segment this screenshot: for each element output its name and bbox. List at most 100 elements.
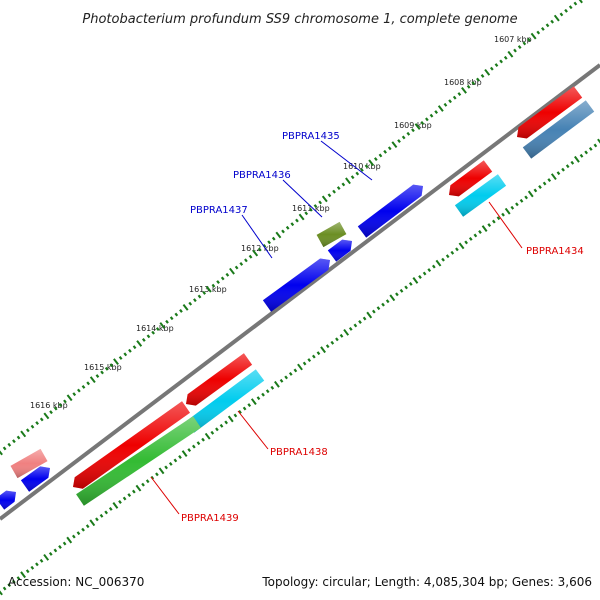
map-title: Photobacterium profundum SS9 chromosome … [82, 12, 517, 27]
minor-tick [325, 344, 330, 349]
major-tick [391, 141, 398, 149]
minor-tick [378, 153, 383, 158]
minor-tick [7, 583, 12, 588]
chromosome-backbone [0, 63, 600, 521]
minor-tick [16, 576, 21, 581]
major-tick [481, 225, 488, 232]
gene-red-1434a-shading [449, 160, 493, 197]
minor-tick [85, 524, 90, 529]
major-tick [159, 322, 166, 329]
minor-tick [533, 188, 538, 193]
kbp-label: 1609 kbp [394, 121, 432, 130]
minor-tick [285, 225, 290, 230]
minor-tick [151, 330, 155, 335]
minor-tick [455, 247, 459, 252]
minor-tick [267, 240, 271, 245]
minor-tick [339, 333, 344, 338]
minor-tick [443, 102, 448, 107]
minor-tick [457, 92, 462, 96]
minor-tick [312, 354, 316, 359]
minor-tick [81, 527, 85, 532]
gene-label-pbpra1434[interactable]: PBPRA1434 [526, 246, 584, 257]
minor-tick [262, 243, 267, 248]
minor-tick [2, 446, 7, 451]
minor-tick [568, 5, 573, 10]
major-tick [181, 450, 188, 457]
major-tick [389, 294, 396, 302]
gene-label-pbpra1439[interactable]: PBPRA1439 [181, 513, 239, 524]
minor-tick [441, 257, 445, 262]
gene-blue-1435-shading [357, 184, 423, 238]
minor-tick [271, 236, 276, 241]
kbp-label: 1614 kbp [136, 324, 174, 333]
minor-tick [201, 437, 205, 442]
gene-label-pbpra1435[interactable]: PBPRA1435 [282, 131, 340, 142]
minor-tick [53, 548, 58, 553]
minor-tick [146, 334, 151, 339]
minor-tick [452, 95, 457, 100]
minor-tick [385, 299, 390, 304]
gene-features [0, 86, 595, 510]
major-tick [458, 242, 465, 250]
minor-tick [202, 290, 207, 295]
minor-tick [288, 371, 293, 376]
minor-tick [399, 288, 404, 293]
minor-tick [173, 458, 178, 463]
minor-tick [25, 428, 30, 433]
major-tick [158, 467, 165, 475]
minor-tick [168, 461, 173, 466]
minor-tick [381, 302, 385, 307]
minor-tick [58, 403, 63, 407]
minor-tick [211, 283, 216, 288]
minor-tick [81, 384, 86, 389]
minor-tick [489, 66, 494, 71]
major-tick [412, 277, 419, 284]
minor-tick [192, 444, 196, 449]
gene-blue-left-b-shading [0, 490, 16, 510]
minor-tick [473, 233, 478, 238]
minor-tick [372, 309, 376, 314]
gene-red-top-shading [517, 86, 583, 139]
minor-tick [406, 131, 411, 136]
minor-tick [118, 500, 122, 504]
minor-tick [7, 442, 12, 447]
minor-tick [335, 337, 339, 342]
minor-tick [35, 562, 39, 567]
major-tick [435, 259, 442, 267]
major-tick [504, 207, 511, 215]
minor-tick [496, 216, 501, 221]
major-tick [0, 450, 3, 456]
minor-tick [174, 312, 179, 317]
minor-tick [492, 219, 496, 224]
minor-tick [527, 37, 531, 42]
major-tick [204, 432, 211, 440]
major-tick [461, 87, 467, 94]
major-tick [43, 412, 50, 420]
minor-tick [219, 423, 224, 428]
minor-tick [279, 378, 284, 383]
minor-tick [353, 323, 358, 328]
minor-tick [309, 207, 313, 212]
minor-tick [187, 448, 192, 453]
minor-tick [302, 361, 307, 366]
minor-tick [513, 48, 517, 53]
minor-tick [210, 430, 215, 435]
minor-tick [383, 149, 387, 154]
minor-tick [494, 63, 499, 68]
gene-green-1439-shading [76, 416, 201, 506]
minor-tick [387, 146, 392, 151]
major-tick [366, 311, 373, 319]
minor-tick [95, 517, 99, 522]
minor-tick [487, 223, 492, 228]
minor-tick [193, 298, 197, 303]
minor-tick [265, 389, 270, 394]
minor-tick [332, 189, 336, 194]
major-tick [66, 536, 73, 544]
gene-label-pbpra1436[interactable]: PBPRA1436 [233, 170, 291, 181]
minor-tick [244, 258, 248, 263]
gene-label-pbpra1437[interactable]: PBPRA1437 [190, 205, 248, 216]
callout-line-pbpra1435 [320, 140, 373, 181]
minor-tick [503, 55, 508, 60]
gene-label-pbpra1438[interactable]: PBPRA1438 [270, 447, 328, 458]
